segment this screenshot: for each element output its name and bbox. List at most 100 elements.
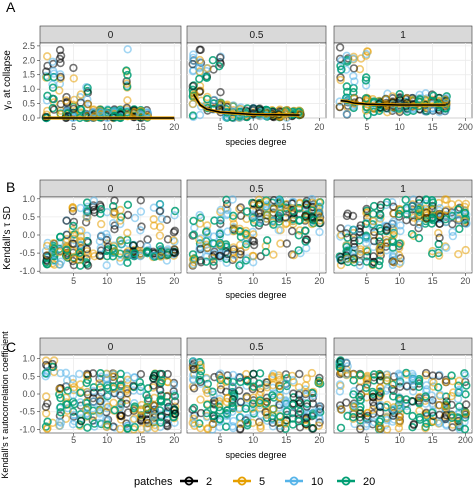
- data-point: [209, 390, 218, 400]
- data-point: [256, 421, 265, 430]
- data-point: [169, 236, 178, 245]
- data-point: [394, 423, 404, 433]
- data-point: [295, 369, 304, 379]
- data-point: [156, 418, 165, 427]
- data-point: [369, 217, 378, 226]
- data-point: [157, 214, 167, 224]
- data-point: [122, 399, 131, 408]
- data-point: [454, 381, 463, 390]
- data-point: [282, 407, 292, 416]
- data-point: [335, 362, 344, 371]
- data-point: [202, 257, 211, 266]
- data-point: [388, 404, 397, 413]
- data-point: [460, 208, 470, 218]
- data-point: [281, 397, 290, 406]
- data-point: [209, 99, 219, 108]
- data-point: [315, 216, 325, 225]
- data-point: [261, 399, 270, 408]
- data-point: [130, 213, 140, 223]
- trend-line: [340, 99, 446, 106]
- data-point: [195, 74, 204, 84]
- x-tick-label: 5: [218, 122, 223, 132]
- data-point: [262, 410, 272, 419]
- data-point: [195, 235, 204, 244]
- data-point: [388, 198, 397, 207]
- data-point: [276, 412, 285, 421]
- panel-letter: B: [6, 179, 15, 195]
- data-point: [256, 252, 265, 261]
- x-tick-label: 15: [428, 122, 438, 132]
- data-point: [342, 65, 351, 74]
- data-point: [395, 382, 405, 391]
- data-point: [394, 209, 404, 219]
- data-point: [349, 225, 359, 235]
- data-point: [421, 204, 430, 213]
- data-point: [249, 382, 258, 391]
- data-point: [156, 222, 165, 232]
- data-point: [414, 224, 423, 233]
- data-point: [254, 195, 264, 205]
- data-point: [281, 419, 290, 428]
- data-point: [362, 73, 371, 82]
- data-point: [434, 371, 444, 381]
- data-point: [368, 392, 378, 401]
- data-point: [69, 221, 78, 231]
- data-point: [389, 231, 398, 240]
- data-point: [215, 57, 225, 67]
- data-point: [42, 251, 51, 260]
- data-point: [428, 213, 438, 222]
- x-axis-label: species degree: [225, 450, 286, 460]
- point-group: [188, 194, 325, 270]
- data-point: [376, 242, 385, 252]
- data-point: [216, 373, 226, 382]
- x-tick-label: 10: [248, 276, 258, 286]
- data-point: [116, 236, 126, 246]
- data-point: [454, 205, 463, 214]
- data-point: [56, 393, 65, 403]
- data-point: [434, 228, 443, 238]
- data-point: [434, 383, 443, 392]
- x-tick-label: 5: [364, 122, 369, 132]
- data-point: [241, 231, 251, 240]
- data-point: [301, 226, 310, 236]
- data-point: [447, 391, 456, 401]
- data-point: [55, 417, 64, 426]
- data-point: [435, 390, 445, 399]
- data-point: [136, 370, 146, 379]
- data-point: [170, 211, 179, 220]
- data-point: [69, 217, 79, 227]
- data-point: [274, 226, 283, 235]
- data-point: [110, 247, 119, 256]
- data-point: [361, 219, 371, 229]
- data-point: [389, 202, 398, 211]
- data-point: [75, 369, 84, 379]
- legend-key-point: [341, 476, 351, 486]
- data-point: [123, 423, 132, 433]
- data-point: [69, 234, 78, 243]
- data-point: [408, 369, 417, 379]
- data-point: [228, 382, 237, 391]
- data-point: [215, 399, 224, 408]
- data-point: [349, 390, 358, 399]
- data-point: [122, 82, 132, 91]
- data-point: [308, 424, 318, 433]
- data-point: [163, 235, 173, 244]
- data-point: [229, 245, 238, 254]
- data-point: [369, 107, 378, 117]
- data-point: [189, 384, 199, 393]
- data-point: [370, 236, 379, 246]
- data-point: [61, 368, 71, 377]
- x-tick-label: 20: [169, 122, 179, 132]
- data-point: [61, 96, 71, 105]
- data-point: [307, 194, 317, 204]
- data-point: [454, 250, 463, 259]
- y-axis-label: Kendall's τ autocorrelation coefficient: [0, 331, 10, 479]
- data-point: [242, 393, 252, 403]
- x-tick-label: 20: [460, 276, 470, 286]
- data-point: [288, 376, 298, 385]
- data-point: [41, 402, 51, 412]
- data-point: [248, 418, 257, 428]
- data-point: [294, 246, 303, 255]
- data-point: [55, 232, 65, 242]
- data-point: [189, 259, 198, 269]
